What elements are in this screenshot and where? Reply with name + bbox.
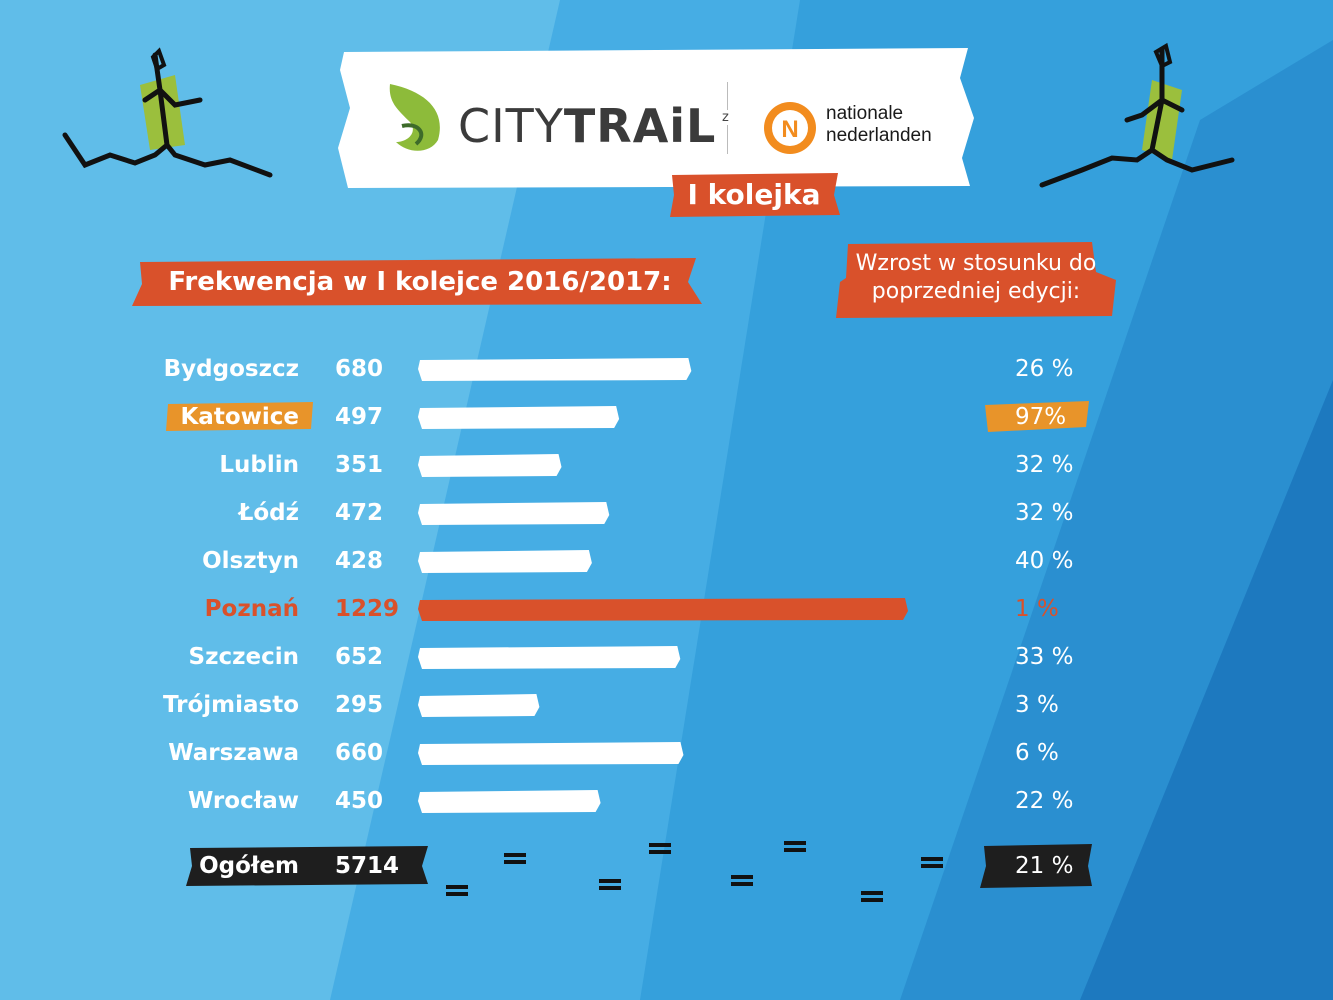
growth-label: 40 % (1015, 548, 1074, 574)
runner-right-illustration (1039, 42, 1235, 188)
connector-text: z (720, 110, 731, 125)
secondary-title-bg (836, 242, 1116, 318)
value-label: 450 (335, 788, 384, 814)
city-label: Katowice (180, 404, 299, 430)
growth-label: 32 % (1015, 452, 1074, 478)
total-growth: 21 % (1015, 853, 1074, 879)
growth-label: 6 % (1015, 740, 1059, 766)
sponsor-line1: nationale (826, 103, 904, 124)
citytrail-leaf-icon (389, 84, 440, 151)
city-label: Wrocław (187, 788, 299, 814)
city-label: Szczecin (188, 644, 299, 670)
total-label: Ogółem (199, 853, 299, 879)
brand-thin: CITY (458, 99, 564, 153)
value-label: 497 (335, 404, 384, 430)
city-label: Lublin (219, 452, 299, 478)
citytrail-logo-text: CITYTRAiL (458, 100, 716, 152)
growth-label: 22 % (1015, 788, 1074, 814)
runner-left-illustration (62, 47, 273, 178)
nn-lion-icon: N (764, 102, 816, 154)
sponsor-name: nationale nederlanden (826, 103, 932, 147)
growth-label: 26 % (1015, 356, 1074, 382)
secondary-title: Wzrost w stosunku do poprzedniej edycji: (855, 251, 1097, 304)
city-label: Bydgoszcz (163, 356, 299, 382)
chart-title: Frekwencja w I kolejce 2016/2017: (168, 267, 672, 297)
growth-label: 32 % (1015, 500, 1074, 526)
growth-label: 33 % (1015, 644, 1074, 670)
value-label: 680 (335, 356, 384, 382)
badge-bg (670, 173, 840, 217)
value-label: 472 (335, 500, 384, 526)
sponsor-line2: nederlanden (826, 125, 932, 146)
brand-bold: TRAiL (563, 99, 717, 153)
growth-label: 3 % (1015, 692, 1059, 718)
growth-label: 97% (1015, 404, 1067, 430)
title-bg (132, 258, 702, 306)
value-label: 1229 (335, 596, 400, 622)
value-label: 428 (335, 548, 384, 574)
round-badge: I kolejka (687, 178, 821, 211)
city-label: Łódź (238, 500, 299, 526)
logo-banner (338, 48, 974, 188)
city-label: Olsztyn (202, 548, 299, 574)
svg-text:N: N (781, 116, 798, 143)
total-value: 5714 (335, 853, 400, 879)
value-label: 351 (335, 452, 384, 478)
value-label: 295 (335, 692, 384, 718)
city-label: Trójmiasto (162, 692, 299, 718)
value-label: 652 (335, 644, 384, 670)
growth-label: 1 % (1015, 596, 1059, 622)
value-label: 660 (335, 740, 384, 766)
city-label: Poznań (204, 596, 299, 622)
city-label: Warszawa (168, 740, 299, 766)
